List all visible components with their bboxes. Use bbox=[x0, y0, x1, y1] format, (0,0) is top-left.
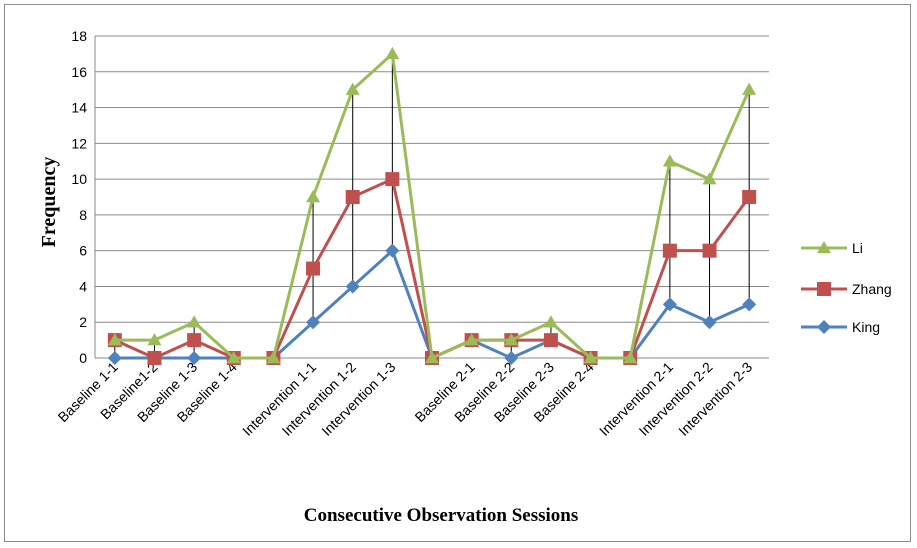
data-point bbox=[226, 351, 241, 364]
legend-marker bbox=[817, 282, 831, 296]
series-zhang bbox=[107, 172, 757, 365]
x-tick-label: Intervention 1-3 bbox=[318, 359, 398, 439]
y-tick-labels: 0 2 4 6 8 10 12 14 16 18 bbox=[71, 28, 87, 366]
data-point bbox=[583, 351, 598, 364]
y-axis-title: Frequency bbox=[38, 157, 60, 248]
line-chart: 0 2 4 6 8 10 12 14 16 18 Baseline 1-1Baseline1-2B… bbox=[38, 28, 892, 526]
data-point bbox=[107, 333, 122, 346]
data-point bbox=[266, 351, 281, 364]
data-point bbox=[504, 351, 519, 365]
data-point bbox=[543, 333, 558, 348]
y-tick-label: 8 bbox=[79, 207, 87, 223]
legend-marker bbox=[817, 241, 831, 254]
data-point bbox=[425, 351, 439, 364]
data-point bbox=[147, 351, 162, 365]
data-point bbox=[187, 315, 202, 328]
series-line bbox=[114, 177, 751, 360]
data-point bbox=[107, 351, 122, 365]
y-tick-label: 0 bbox=[79, 350, 87, 366]
x-tick-label: Intervention 2-3 bbox=[675, 359, 755, 439]
series-line bbox=[114, 52, 751, 360]
y-tick-label: 16 bbox=[71, 64, 87, 80]
data-point bbox=[306, 190, 321, 203]
y-tick-label: 2 bbox=[79, 314, 87, 330]
data-point bbox=[464, 333, 479, 346]
data-point bbox=[385, 243, 400, 258]
data-point bbox=[742, 82, 757, 95]
data-point bbox=[543, 315, 558, 328]
data-point bbox=[702, 315, 717, 330]
legend-label: Zhang bbox=[852, 281, 892, 297]
data-point bbox=[662, 297, 677, 312]
data-point bbox=[702, 172, 717, 185]
data-point bbox=[702, 243, 717, 258]
data-point bbox=[187, 351, 202, 365]
y-tick-label: 14 bbox=[71, 100, 87, 116]
y-tick-label: 6 bbox=[79, 243, 87, 259]
y-tick-label: 10 bbox=[71, 171, 87, 187]
data-point bbox=[345, 279, 360, 294]
drop-lines bbox=[114, 53, 750, 358]
data-point bbox=[742, 297, 757, 312]
y-tick-label: 18 bbox=[71, 28, 87, 44]
data-point bbox=[187, 333, 202, 348]
data-point bbox=[385, 172, 400, 187]
data-point bbox=[147, 333, 162, 346]
data-point bbox=[345, 190, 360, 204]
legend-entry-king: King bbox=[801, 319, 880, 335]
data-point bbox=[345, 82, 360, 95]
x-axis-title: Consecutive Observation Sessions bbox=[304, 505, 578, 526]
series-li bbox=[107, 46, 757, 364]
data-point bbox=[306, 261, 321, 276]
legend-marker bbox=[817, 320, 831, 334]
data-point bbox=[742, 190, 757, 204]
legend-label: King bbox=[852, 319, 880, 335]
series-group bbox=[107, 46, 757, 365]
y-tick-label: 4 bbox=[79, 278, 87, 294]
data-point bbox=[623, 351, 638, 364]
legend-entry-li: Li bbox=[801, 240, 863, 256]
data-point bbox=[662, 154, 677, 167]
data-point bbox=[385, 46, 400, 60]
data-point bbox=[662, 243, 677, 258]
chart-frame: 0 2 4 6 8 10 12 14 16 18 Baseline 1-1 Baseline1-2 B… bbox=[4, 4, 911, 542]
legend-entry-zhang: Zhang bbox=[801, 281, 892, 297]
series-line bbox=[114, 249, 750, 360]
gridlines bbox=[94, 35, 769, 359]
data-point bbox=[306, 315, 321, 330]
y-tick-label: 12 bbox=[71, 135, 87, 151]
legend-label: Li bbox=[852, 240, 863, 256]
legend: Li Zhang King bbox=[801, 240, 892, 335]
data-point bbox=[504, 333, 519, 346]
